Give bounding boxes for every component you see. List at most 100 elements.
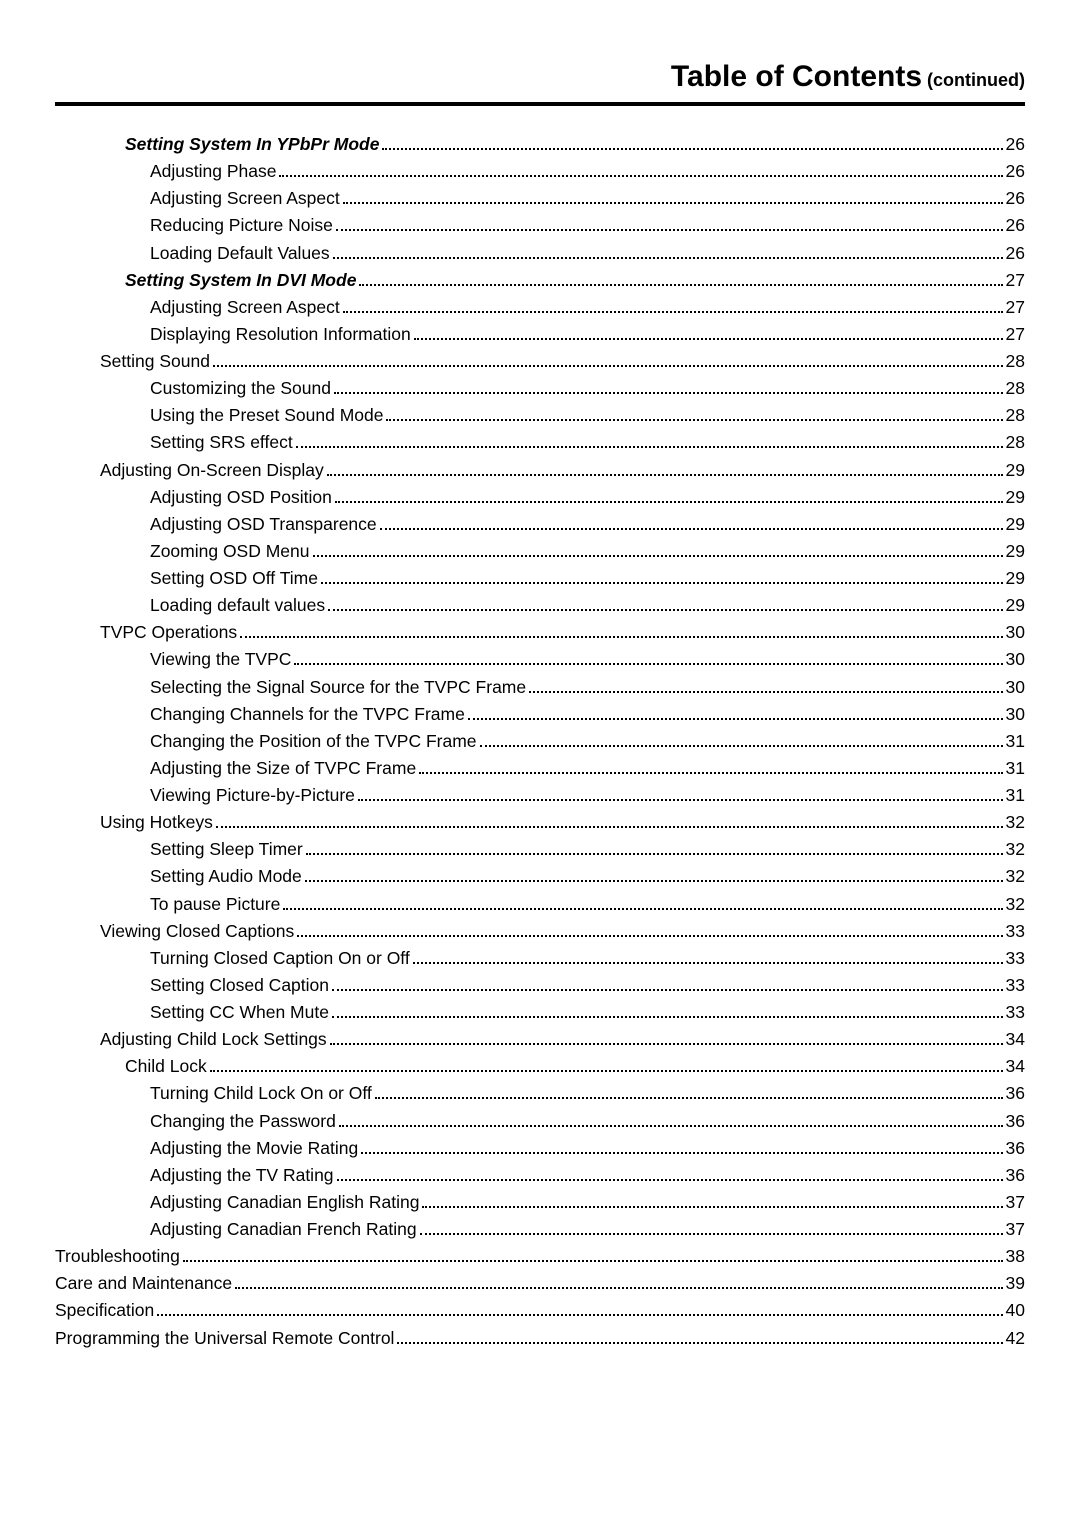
toc-entry-page: 31: [1006, 755, 1025, 782]
toc-entry-label: Displaying Resolution Information: [150, 321, 411, 348]
toc-leader-dots: [279, 160, 1002, 178]
toc-entry-label: TVPC Operations: [100, 619, 237, 646]
toc-row: Adjusting the Size of TVPC Frame 31: [55, 755, 1025, 782]
toc-entry-label: Adjusting OSD Position: [150, 484, 332, 511]
toc-row: Setting OSD Off Time 29: [55, 565, 1025, 592]
toc-entry-label: Turning Closed Caption On or Off: [150, 945, 410, 972]
page-header: Table of Contents (continued): [55, 60, 1025, 94]
toc-leader-dots: [339, 1109, 1003, 1127]
toc-leader-dots: [419, 756, 1002, 774]
toc-entry-label: Viewing the TVPC: [150, 646, 291, 673]
toc-row: Customizing the Sound28: [55, 375, 1025, 402]
toc-row: Viewing the TVPC30: [55, 646, 1025, 673]
toc-entry-page: 31: [1006, 782, 1025, 809]
toc-row: Setting SRS effect 28: [55, 429, 1025, 456]
toc-entry-page: 31: [1006, 728, 1025, 755]
toc-entry-label: Changing Channels for the TVPC Frame: [150, 701, 465, 728]
toc-row: Setting System In YPbPr Mode26: [55, 131, 1025, 158]
toc-entry-page: 29: [1006, 592, 1025, 619]
toc-row: Adjusting Child Lock Settings34: [55, 1026, 1025, 1053]
toc-entry-page: 30: [1006, 674, 1025, 701]
toc-entry-page: 29: [1006, 538, 1025, 565]
toc-leader-dots: [313, 539, 1003, 557]
toc-leader-dots: [386, 404, 1002, 422]
toc-row: Specification 40: [55, 1297, 1025, 1324]
toc-leader-dots: [380, 512, 1003, 530]
toc-entry-label: Setting System In YPbPr Mode: [125, 131, 379, 158]
toc-row: Using Hotkeys 32: [55, 809, 1025, 836]
toc-entry-page: 26: [1006, 240, 1025, 267]
toc-entry-label: Turning Child Lock On or Off: [150, 1080, 372, 1107]
toc-entry-page: 28: [1006, 348, 1025, 375]
toc-leader-dots: [375, 1082, 1003, 1100]
toc-entry-label: Setting Sleep Timer: [150, 836, 303, 863]
toc-row: Turning Child Lock On or Off36: [55, 1080, 1025, 1107]
toc-entry-page: 32: [1006, 836, 1025, 863]
toc-leader-dots: [529, 675, 1002, 693]
toc-row: Reducing Picture Noise26: [55, 212, 1025, 239]
toc-row: Adjusting Screen Aspect27: [55, 294, 1025, 321]
toc-entry-label: Using the Preset Sound Mode: [150, 402, 383, 429]
toc-entry-label: Setting Sound: [100, 348, 210, 375]
toc-row: Setting Sleep Timer 32: [55, 836, 1025, 863]
toc-leader-dots: [321, 567, 1003, 585]
toc-entry-page: 29: [1006, 565, 1025, 592]
toc-row: Setting Audio Mode32: [55, 863, 1025, 890]
toc-entry-page: 39: [1006, 1270, 1025, 1297]
toc-entry-label: Specification: [55, 1297, 154, 1324]
toc-entry-page: 33: [1006, 918, 1025, 945]
toc-entry-page: 28: [1006, 429, 1025, 456]
toc-entry-page: 40: [1006, 1297, 1025, 1324]
toc-row: Displaying Resolution Information27: [55, 321, 1025, 348]
toc-entry-label: Using Hotkeys: [100, 809, 213, 836]
toc-entry-label: Setting OSD Off Time: [150, 565, 318, 592]
toc-leader-dots: [328, 594, 1002, 612]
toc-entry-label: Setting SRS effect: [150, 429, 293, 456]
toc-leader-dots: [216, 811, 1003, 829]
toc-entry-label: To pause Picture: [150, 891, 280, 918]
toc-entry-label: Viewing Picture-by-Picture: [150, 782, 355, 809]
toc-leader-dots: [359, 268, 1002, 286]
toc-entry-label: Reducing Picture Noise: [150, 212, 333, 239]
toc-entry-page: 33: [1006, 972, 1025, 999]
toc-entry-label: Adjusting Canadian French Rating: [150, 1216, 417, 1243]
header-rule: [55, 102, 1025, 106]
toc-leader-dots: [337, 1163, 1003, 1181]
toc-entry-label: Adjusting the Size of TVPC Frame: [150, 755, 416, 782]
toc-leader-dots: [332, 1001, 1003, 1019]
toc-row: Loading default values29: [55, 592, 1025, 619]
toc-leader-dots: [343, 295, 1003, 313]
toc-entry-label: Adjusting Screen Aspect: [150, 185, 340, 212]
toc-entry-page: 30: [1006, 619, 1025, 646]
toc-entry-page: 32: [1006, 809, 1025, 836]
toc-entry-page: 36: [1006, 1108, 1025, 1135]
toc-row: Adjusting Phase26: [55, 158, 1025, 185]
toc-row: Selecting the Signal Source for the TVPC…: [55, 674, 1025, 701]
toc-entry-label: Setting Audio Mode: [150, 863, 302, 890]
toc-leader-dots: [335, 485, 1003, 503]
toc-entry-page: 27: [1006, 267, 1025, 294]
toc-entry-label: Adjusting the Movie Rating: [150, 1135, 358, 1162]
toc-row: Setting System In DVI Mode27: [55, 267, 1025, 294]
toc-leader-dots: [420, 1218, 1003, 1236]
toc-leader-dots: [305, 865, 1003, 883]
toc-entry-page: 32: [1006, 891, 1025, 918]
toc-row: Changing the Position of the TVPC Frame3…: [55, 728, 1025, 755]
toc-row: Setting CC When Mute33: [55, 999, 1025, 1026]
toc-row: Changing Channels for the TVPC Frame30: [55, 701, 1025, 728]
toc-entry-label: Programming the Universal Remote Control: [55, 1325, 394, 1352]
toc-leader-dots: [240, 621, 1002, 639]
toc-entry-label: Loading Default Values: [150, 240, 330, 267]
toc-entry-page: 38: [1006, 1243, 1025, 1270]
toc-leader-dots: [332, 973, 1003, 991]
toc-leader-dots: [468, 702, 1003, 720]
toc-leader-dots: [157, 1299, 1002, 1317]
toc-leader-dots: [283, 892, 1002, 910]
toc-leader-dots: [213, 350, 1003, 368]
toc-entry-page: 33: [1006, 945, 1025, 972]
toc-row: Adjusting Canadian English Rating37: [55, 1189, 1025, 1216]
toc-row: Troubleshooting38: [55, 1243, 1025, 1270]
toc-entry-label: Selecting the Signal Source for the TVPC…: [150, 674, 526, 701]
toc-leader-dots: [327, 458, 1003, 476]
toc-leader-dots: [414, 322, 1003, 340]
